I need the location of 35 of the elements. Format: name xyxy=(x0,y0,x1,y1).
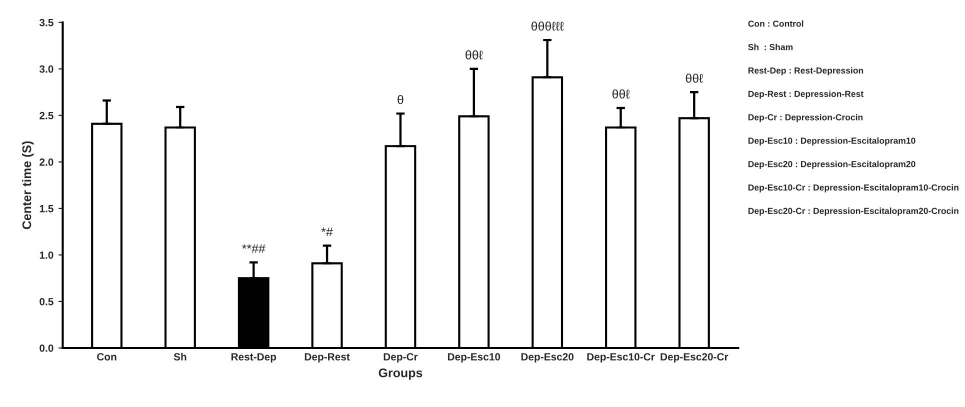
text: Dep-Esc20 : Depression-Escitalopram20 xyxy=(748,160,916,169)
x-tick-label: Dep-Esc10-Cr xyxy=(587,353,655,363)
y-tick-label: 0.0 xyxy=(40,344,54,352)
y-tick-label: 1.0 xyxy=(40,251,54,259)
y-tick-label: 3.0 xyxy=(39,65,54,73)
y-tick-label: 1.5 xyxy=(40,205,54,212)
x-tick-label: Dep-Esc10 xyxy=(448,353,500,363)
x-tick-label: Dep-Rest xyxy=(304,353,350,363)
x-tick-label: Dep-Cr xyxy=(384,353,418,363)
text: Dep-Cr : Depression-Crocin xyxy=(748,114,863,122)
text: Dep-Esc10 : Depression-Escitalopram10 xyxy=(748,137,916,146)
x-tick-label: Dep-Esc20 xyxy=(521,353,574,363)
x-tick-label: Dep-Esc20-Cr xyxy=(660,353,728,363)
text: Con : Control xyxy=(748,20,804,27)
y-tick-label: 2.0 xyxy=(40,158,54,166)
y-tick-label: 3.5 xyxy=(39,18,54,26)
text: Dep-Esc20-Cr : Depression-Escitalopram20-Crocin xyxy=(748,208,958,216)
y-tick-label: 2.5 xyxy=(40,112,54,120)
annotation: θθℓ xyxy=(612,89,630,99)
x-tick-label: Con xyxy=(97,353,116,360)
annotation: **## xyxy=(242,244,266,253)
y-axis-title: Center time (S) xyxy=(22,141,34,230)
annotation: θθθℓℓℓ xyxy=(531,21,564,31)
text: Sh : Sham xyxy=(748,44,793,50)
text: Dep-Esc10-Cr : Depression-Escitalopram10-Crocin xyxy=(748,184,958,192)
text: Dep-Rest : Depression-Rest xyxy=(748,90,864,99)
annotation: θ xyxy=(398,94,404,104)
y-tick-label: 0.5 xyxy=(40,298,54,306)
x-tick-label: Sh xyxy=(174,352,186,360)
annotation: *# xyxy=(321,228,333,236)
annotation: θθℓ xyxy=(686,74,703,83)
x-tick-label: Rest-Dep xyxy=(231,353,276,363)
text: Rest-Dep : Rest-Depression xyxy=(748,67,864,76)
annotation: θθℓ xyxy=(466,50,483,60)
x-axis-title: Groups xyxy=(378,368,422,380)
